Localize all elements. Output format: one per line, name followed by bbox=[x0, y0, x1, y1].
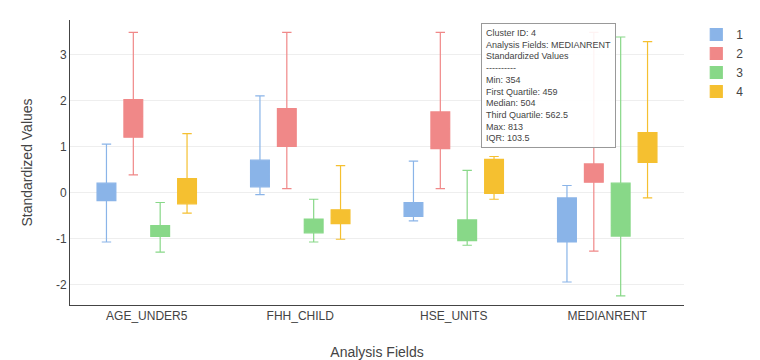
svg-text:3: 3 bbox=[736, 66, 743, 80]
svg-text:2: 2 bbox=[60, 94, 67, 108]
svg-text:1: 1 bbox=[736, 28, 743, 42]
svg-text:Analysis Fields: Analysis Fields bbox=[330, 344, 423, 360]
svg-text:-1: -1 bbox=[56, 232, 67, 246]
svg-text:FHH_CHILD: FHH_CHILD bbox=[267, 309, 335, 323]
svg-text:Cluster ID: 4Analysis Fields:: Cluster ID: 4Analysis Fields: MEDIANRENT… bbox=[486, 28, 611, 143]
svg-text:1: 1 bbox=[60, 140, 67, 154]
svg-text:2: 2 bbox=[736, 47, 743, 61]
svg-text:AGE_UNDER5: AGE_UNDER5 bbox=[106, 309, 188, 323]
svg-text:HSE_UNITS: HSE_UNITS bbox=[420, 309, 487, 323]
svg-text:-2: -2 bbox=[56, 278, 67, 292]
svg-text:4: 4 bbox=[736, 85, 743, 99]
svg-text:MEDIANRENT: MEDIANRENT bbox=[568, 309, 648, 323]
svg-text:Standardized Values: Standardized Values bbox=[19, 98, 35, 226]
svg-text:0: 0 bbox=[60, 186, 67, 200]
svg-text:3: 3 bbox=[60, 48, 67, 62]
